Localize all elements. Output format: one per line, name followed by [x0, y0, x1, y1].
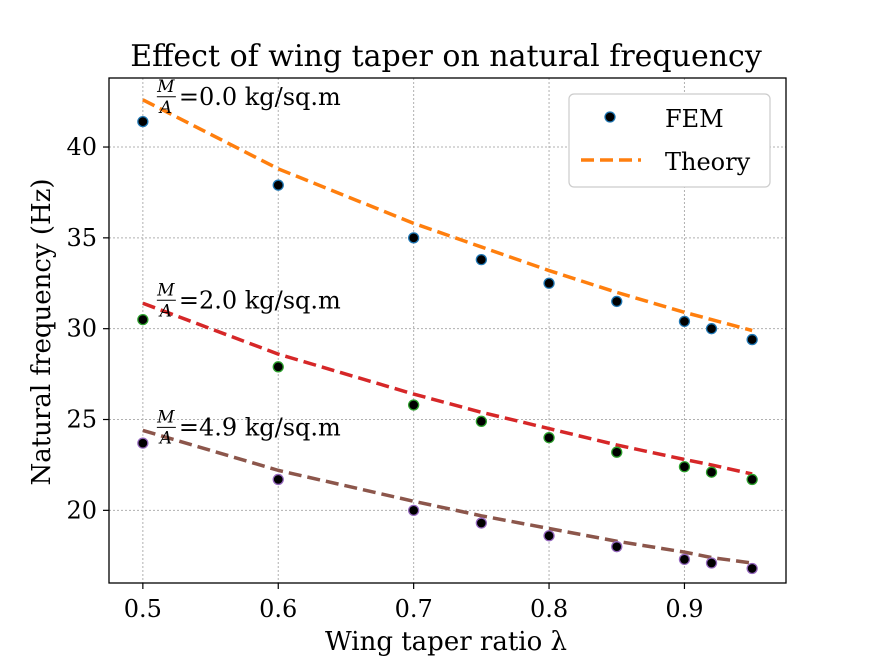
fem-point: [407, 504, 420, 516]
theory-line-3: [142, 428, 753, 565]
y-tick-label: 35: [66, 224, 97, 252]
chart-title: Effect of wing taper on natural frequenc…: [130, 39, 762, 74]
y-axis-label: Natural frequency (Hz): [27, 178, 57, 485]
fem-point: [705, 323, 718, 335]
fem-point: [678, 315, 691, 328]
plot-area-frame: [108, 77, 787, 584]
fem-point: [705, 557, 718, 569]
x-axis-label: Wing taper ratio λ: [325, 627, 567, 656]
fem-point: [678, 553, 691, 566]
x-tick-label: 0.7: [395, 595, 433, 623]
y-tick-label: 25: [66, 406, 97, 434]
annotation-label: =0.0 kg/sq.m: [179, 83, 341, 111]
x-tick-label: 0.8: [530, 595, 568, 623]
annotation-frac-denominator: A: [158, 98, 172, 118]
annotation-label: =2.0 kg/sq.m: [179, 286, 341, 314]
fem-point: [137, 115, 149, 128]
legend-box: [568, 93, 771, 188]
annotation-frac-numerator: M: [156, 407, 175, 427]
fem-point: [746, 473, 758, 486]
fem-point: [746, 333, 758, 346]
y-tick-label: 40: [66, 133, 97, 161]
y-tick-label: 20: [66, 496, 97, 524]
fem-point: [272, 473, 284, 486]
fem-point: [678, 461, 691, 473]
fem-point: [611, 446, 623, 458]
fem-point: [705, 466, 718, 478]
fem-point: [543, 432, 555, 444]
fem-point: [407, 399, 420, 411]
legend: FEM Theory: [568, 93, 771, 188]
series-layer: [137, 98, 758, 575]
theory-line-1: [142, 98, 753, 333]
fem-point: [475, 254, 488, 266]
fem-point: [543, 530, 555, 542]
fem-point: [137, 313, 149, 326]
x-tick-label: 0.5: [124, 595, 162, 623]
fem-point: [272, 179, 284, 191]
legend-theory-label: Theory: [665, 148, 751, 176]
annotation-frac-denominator: A: [158, 301, 172, 321]
theory-line-2: [142, 301, 753, 476]
annotation-frac-denominator: A: [158, 428, 172, 448]
fem-point: [475, 415, 488, 427]
fem-point: [137, 437, 149, 449]
fem-point: [272, 361, 284, 373]
y-tick-label: 30: [66, 315, 97, 343]
annotation-frac-numerator: M: [156, 280, 175, 300]
fem-point: [543, 277, 555, 289]
axis-ticks: 0.5 0.6 0.7 0.8 0.9 20 25 30 35 40: [66, 133, 703, 623]
x-tick-label: 0.6: [259, 595, 297, 623]
annotation-label: =4.9 kg/sq.m: [179, 413, 341, 441]
legend-fem-marker: [604, 111, 616, 123]
annotations: MA =0.0 kg/sq.mMA =2.0 kg/sq.mMA =4.9 kg/sq…: [156, 77, 341, 449]
x-tick-label: 0.9: [665, 595, 703, 623]
fem-point: [475, 517, 488, 529]
legend-fem-label: FEM: [665, 105, 724, 133]
annotation-frac-numerator: M: [156, 77, 175, 97]
fem-point: [407, 232, 420, 244]
fem-point: [746, 562, 758, 575]
fem-point: [611, 541, 623, 553]
fem-point: [611, 295, 623, 308]
